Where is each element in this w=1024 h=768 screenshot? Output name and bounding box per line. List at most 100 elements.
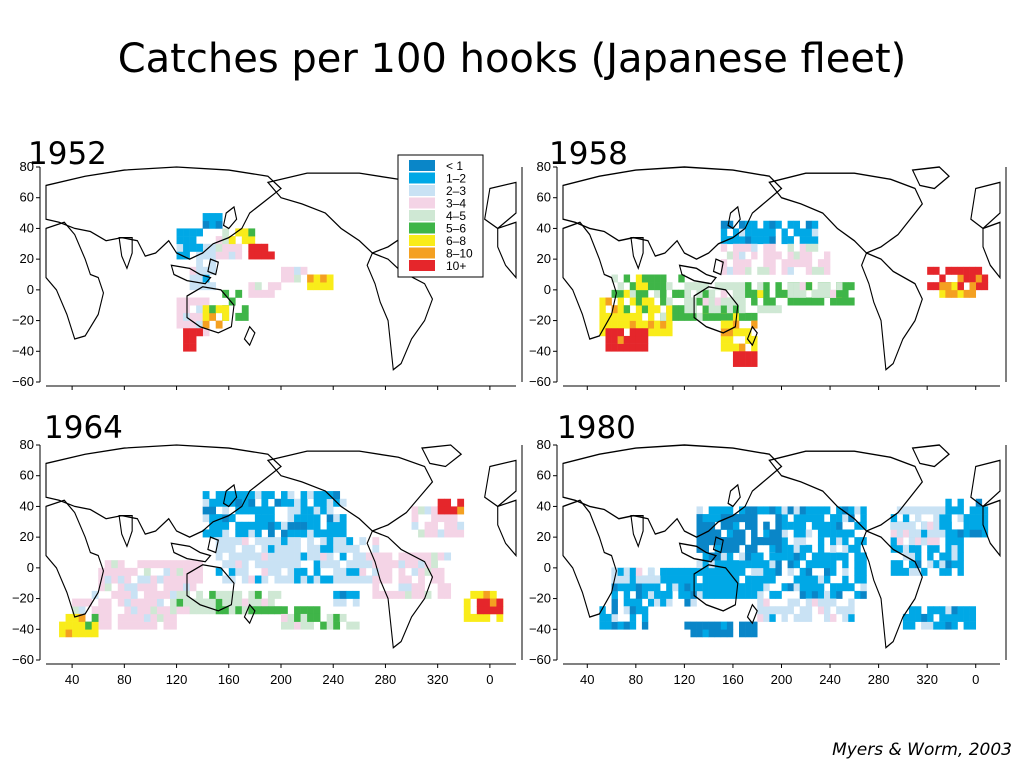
lat-tick-label: 20	[20, 251, 34, 266]
catch-cell	[739, 312, 746, 321]
catch-cell	[476, 613, 484, 622]
catch-cell	[714, 506, 722, 515]
catch-cell	[635, 343, 643, 352]
catch-cell	[398, 560, 406, 569]
catch-cell	[209, 266, 217, 275]
catch-cell	[757, 552, 764, 561]
catch-cell	[156, 575, 164, 584]
catch-cell	[202, 529, 210, 538]
catch-cell	[209, 529, 217, 538]
catch-cell	[137, 621, 145, 630]
catch-cell	[111, 567, 119, 576]
catch-cell	[939, 606, 946, 615]
catch-cell	[860, 567, 867, 576]
catch-cell	[202, 491, 210, 500]
catch-cell	[823, 521, 831, 530]
catch-cell	[811, 266, 819, 275]
catch-cell	[951, 537, 958, 546]
catch-cell	[817, 598, 825, 607]
catch-cell	[339, 598, 347, 607]
catch-cell	[411, 590, 419, 599]
catch-cell	[775, 552, 782, 561]
catch-cell	[215, 544, 223, 553]
catch-cell	[763, 537, 770, 546]
catch-cell	[921, 621, 928, 630]
catch-cell	[635, 274, 643, 283]
catch-cell	[890, 537, 898, 546]
catch-cell	[617, 312, 624, 321]
lon-tick-label: 280	[868, 672, 890, 687]
catch-cell	[702, 552, 709, 561]
catch-cell	[143, 567, 151, 576]
catch-cell	[745, 289, 752, 298]
catch-cell	[763, 613, 770, 622]
catch-cell	[215, 491, 223, 500]
lat-tick-label: −20	[12, 313, 34, 328]
catch-cell	[228, 491, 236, 500]
catch-cell	[300, 575, 308, 584]
catch-cell	[599, 312, 606, 321]
catch-cell	[261, 567, 269, 576]
catch-cell	[945, 506, 952, 515]
catch-cell	[418, 529, 425, 538]
catch-cell	[739, 297, 746, 306]
catch-cell	[963, 514, 970, 523]
catch-cell	[720, 220, 728, 229]
catch-cell	[690, 629, 697, 638]
catch-cell	[320, 560, 327, 569]
catch-cell	[104, 583, 112, 592]
catch-cell	[281, 274, 288, 283]
catch-cell	[714, 629, 722, 638]
catch-cell	[629, 575, 637, 584]
catch-cell	[696, 590, 703, 599]
catch-cell	[222, 498, 230, 507]
catch-cell	[848, 529, 855, 538]
catch-cell	[799, 514, 807, 523]
catch-cell	[483, 606, 491, 615]
catch-cell	[189, 312, 197, 321]
catch-cell	[339, 498, 347, 507]
catch-cell	[654, 590, 661, 599]
catch-cell	[623, 335, 631, 344]
catch-cell	[307, 506, 314, 515]
catch-cell	[444, 529, 452, 538]
catch-cell	[793, 289, 801, 298]
catch-cell	[124, 575, 132, 584]
catch-cell	[690, 621, 697, 630]
catch-cell	[654, 320, 661, 329]
catch-cell	[732, 297, 740, 306]
catch-cell	[611, 583, 618, 592]
catch-cell	[757, 289, 764, 298]
catch-cell	[647, 312, 655, 321]
catch-cell	[690, 282, 697, 291]
catch-cell	[781, 289, 788, 298]
catch-cell	[720, 629, 728, 638]
catch-cell	[641, 297, 649, 306]
catch-cell	[842, 575, 849, 584]
catch-cell	[261, 243, 269, 252]
catch-cell	[196, 560, 203, 569]
catch-cell	[975, 529, 983, 538]
catch-cell	[320, 491, 327, 500]
catch-cell	[228, 567, 236, 576]
catch-cell	[726, 621, 734, 630]
catch-cell	[623, 274, 631, 283]
catch-cell	[617, 282, 624, 291]
catch-cell	[176, 297, 184, 306]
catch-cell	[222, 606, 230, 615]
catch-cell	[444, 521, 452, 530]
catch-cell	[957, 274, 964, 283]
catch-cell	[617, 583, 624, 592]
catch-cell	[248, 529, 256, 538]
catch-cell	[274, 606, 282, 615]
catch-cell	[267, 491, 275, 500]
lat-tick-label: 0	[544, 282, 551, 297]
catch-cell	[763, 506, 770, 515]
catch-cell	[799, 537, 807, 546]
legend-swatch	[409, 172, 435, 184]
catch-cell	[799, 606, 807, 615]
catch-cell	[72, 629, 79, 638]
catch-cell	[235, 251, 243, 260]
catch-cell	[945, 544, 952, 553]
